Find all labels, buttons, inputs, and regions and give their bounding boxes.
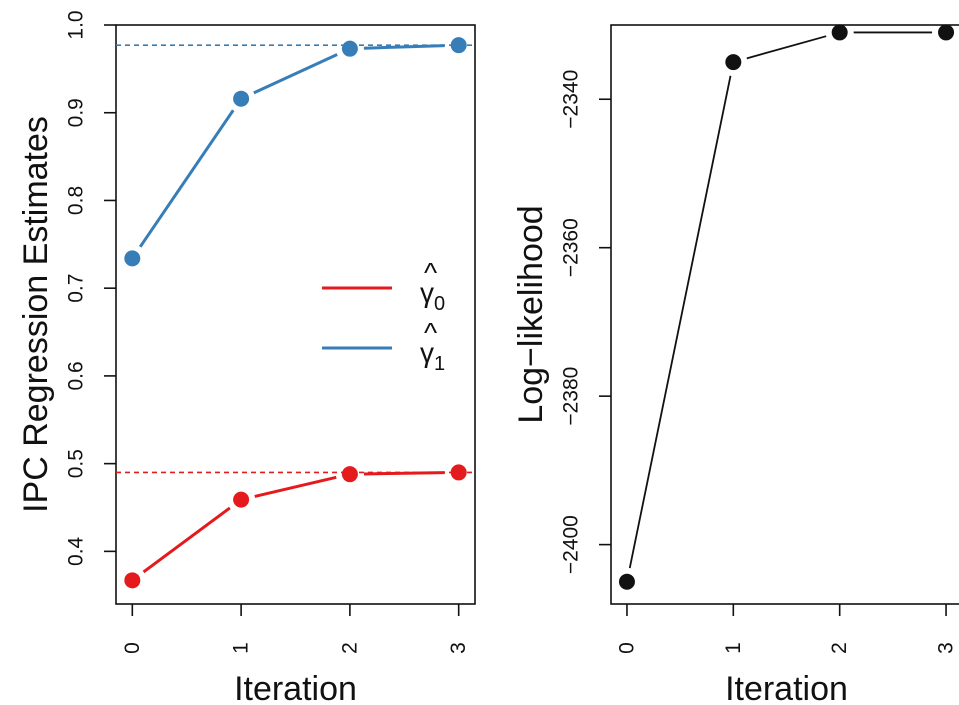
y-axis-title: Log−likelihood [512, 205, 550, 423]
x-axis-title: Iteration [725, 670, 848, 705]
data-point [233, 491, 250, 508]
series-line-segment [142, 506, 231, 574]
series-line-segment [628, 75, 732, 569]
series-line-segment [138, 109, 235, 248]
legend-label: γ0 [420, 277, 445, 315]
legend-hat: ^ [424, 317, 437, 348]
y-tick-label: −2380 [560, 367, 583, 426]
series-line-segment [363, 44, 445, 50]
panel-log-likelihood: −2400 −2380 −2360 −2340 0 1 2 3 Iteration Log−lik… [512, 24, 959, 705]
series-line-segment [363, 471, 445, 476]
y-tick-label: 0.5 [65, 449, 88, 478]
series-line-segment [254, 475, 337, 498]
y-axis-title: IPC Regression Estimates [17, 116, 55, 513]
y-tick-label: 0.8 [65, 186, 88, 215]
series-line-segment [746, 35, 827, 60]
data-point [938, 24, 955, 41]
data-point [725, 54, 742, 71]
legend-label: γ1 [420, 337, 445, 375]
data-point [450, 37, 467, 54]
panel-ipc-estimates: 0.4 0.5 0.6 0.7 0.8 0.9 1.0 0 1 2 3 Iteration IPC Re… [17, 10, 476, 705]
data-point [450, 464, 467, 481]
x-tick-label: 3 [935, 642, 958, 654]
y-tick-label: 0.7 [65, 274, 88, 303]
plot-frame [610, 24, 959, 605]
series-line-segment [253, 53, 338, 95]
y-tick-label: −2360 [560, 218, 583, 277]
y-tick-label: 0.4 [65, 536, 88, 566]
legend-hat: ^ [424, 257, 437, 288]
x-tick-label: 1 [230, 642, 253, 654]
y-tick-label: −2400 [560, 515, 583, 574]
data-point [618, 573, 635, 590]
x-tick-label: 2 [338, 642, 361, 654]
x-axis-title: Iteration [234, 670, 357, 705]
data-point [831, 24, 848, 41]
x-tick-label: 2 [828, 642, 851, 654]
data-point [124, 250, 141, 267]
y-tick-label: −2340 [560, 70, 583, 129]
plot-frame [115, 24, 476, 605]
data-point [233, 90, 250, 107]
x-tick-label: 3 [447, 642, 470, 654]
x-tick-label: 0 [121, 642, 144, 654]
x-tick-label: 1 [722, 642, 745, 654]
y-tick-label: 1.0 [65, 10, 88, 39]
data-point [124, 572, 141, 589]
y-tick-label: 0.9 [65, 98, 88, 127]
y-tick-label: 0.6 [65, 361, 88, 390]
x-tick-label: 0 [615, 642, 638, 654]
data-point [341, 40, 358, 57]
data-point [341, 466, 358, 483]
